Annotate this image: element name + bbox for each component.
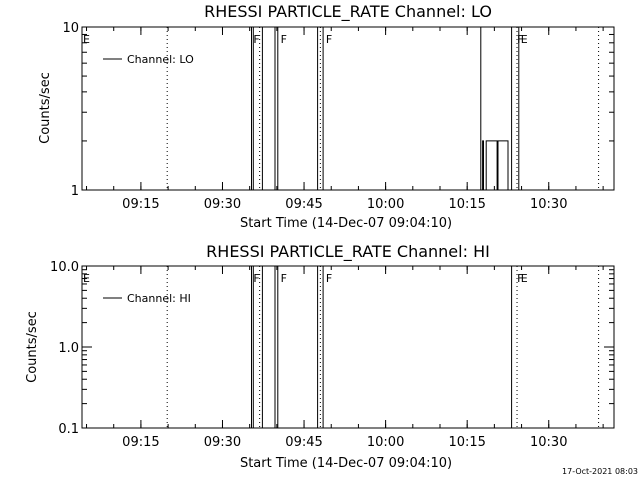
flag-label: F — [253, 33, 259, 46]
flag-label: F — [326, 33, 332, 46]
legend-label-hi: Channel: HI — [127, 292, 191, 305]
plot-frame — [81, 26, 615, 191]
flag-label: E — [83, 33, 90, 46]
x-tick-label: 10:00 — [367, 435, 404, 450]
x-tick-label: 09:15 — [122, 435, 159, 450]
y-tick-label: 10 — [62, 21, 79, 36]
y-tick-label: 0.1 — [58, 422, 79, 437]
x-tick-label: 09:30 — [204, 435, 241, 450]
x-tick-label: 10:30 — [530, 435, 567, 450]
y-tick-label: 1 — [71, 184, 79, 199]
legend-label-lo: Channel: LO — [127, 53, 194, 66]
flag-label: E — [83, 272, 90, 285]
x-tick-label: 10:15 — [448, 435, 485, 450]
flag-label: F — [281, 33, 287, 46]
y-tick-label: 10.0 — [50, 260, 79, 275]
chart-title: RHESSI PARTICLE_RATE Channel: LO — [204, 2, 492, 22]
x-tick-label: 10:00 — [367, 197, 404, 212]
flag-label: F — [253, 272, 259, 285]
flag-label: F — [517, 272, 523, 285]
x-tick-label: 09:30 — [204, 197, 241, 212]
flag-label: E — [521, 33, 528, 46]
x-tick-label: 09:15 — [122, 197, 159, 212]
series-line — [82, 26, 520, 191]
x-tick-label: 10:30 — [530, 197, 567, 212]
plot-marks: 09:15 09:30 09:45 10:00 10:15 10:30 0.1 1.0 10.0… — [50, 260, 614, 450]
x-tick-label: 09:45 — [285, 435, 322, 450]
flag-label: F — [281, 272, 287, 285]
panel-hi: RHESSI PARTICLE_RATE Channel: HI Counts/… — [25, 242, 615, 471]
legend: Channel: LO — [103, 53, 194, 66]
x-tick-label: 09:45 — [285, 197, 322, 212]
y-axis-label: Counts/sec — [38, 72, 53, 144]
panel-lo: RHESSI PARTICLE_RATE Channel: LO Counts/… — [38, 2, 615, 231]
x-tick-label: 10:15 — [448, 197, 485, 212]
plot-frame — [81, 265, 615, 429]
flag-label: F — [326, 272, 332, 285]
x-axis-label: Start Time (14-Dec-07 09:04:10) — [240, 456, 452, 471]
y-axis-label: Counts/sec — [25, 311, 40, 383]
footer-date: 17-Oct-2021 08:03 — [562, 467, 638, 476]
series-line — [82, 265, 519, 429]
flag-label: F — [517, 33, 523, 46]
chart-title: RHESSI PARTICLE_RATE Channel: HI — [206, 242, 490, 262]
flag-label: E — [521, 272, 528, 285]
y-tick-label: 1.0 — [58, 341, 79, 356]
x-axis-label: Start Time (14-Dec-07 09:04:10) — [240, 216, 452, 231]
legend: Channel: HI — [103, 292, 191, 305]
